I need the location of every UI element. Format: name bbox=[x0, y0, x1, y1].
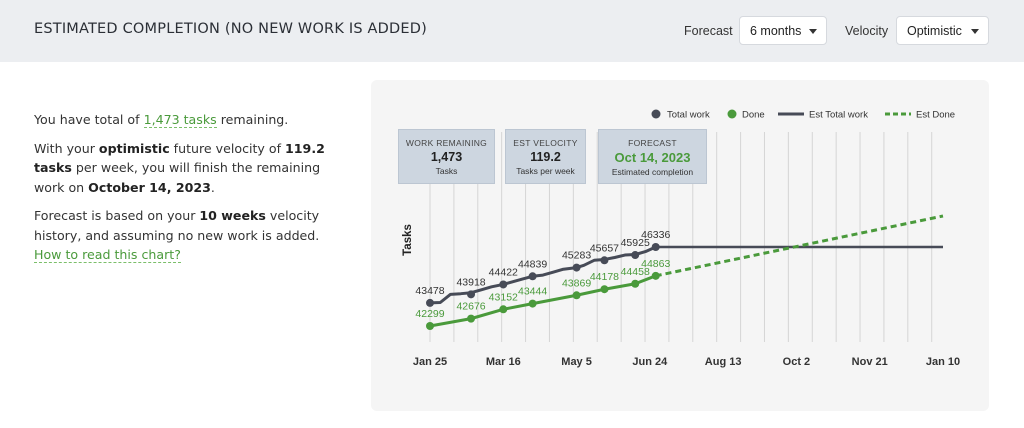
velocity-select[interactable]: Optimistic bbox=[896, 16, 989, 45]
data-label-total-work: 43478 bbox=[415, 285, 444, 297]
data-label-total-work: 43918 bbox=[456, 276, 485, 288]
data-point-total-work bbox=[426, 298, 434, 307]
data-label-total-work: 44839 bbox=[518, 258, 547, 270]
chart-panel: Jan 25 Mar 16 May 5 Jun 24 Aug 13 Oct 2 Nov 21… bbox=[371, 80, 989, 411]
data-point-total-work bbox=[467, 290, 476, 299]
data-point-total-work bbox=[528, 272, 537, 281]
kpi-work-remaining: WORK REMAINING 1,473 Tasks bbox=[398, 129, 495, 184]
data-point-total-work bbox=[572, 263, 581, 272]
forecast-select[interactable]: 6 months bbox=[739, 16, 827, 45]
data-label-done: 43152 bbox=[489, 291, 518, 303]
legend-label: Est Done bbox=[916, 110, 955, 121]
kpi-label: EST VELOCITY bbox=[513, 138, 578, 148]
x-tick-label: Jun 24 bbox=[632, 356, 668, 368]
x-tick-label: Jan 25 bbox=[413, 356, 447, 368]
text: per week, you will finish the remaining … bbox=[34, 160, 321, 195]
text: remaining. bbox=[216, 112, 289, 127]
page-title: ESTIMATED COMPLETION (NO NEW WORK IS ADD… bbox=[34, 21, 427, 37]
data-label-total-work: 46336 bbox=[641, 229, 670, 241]
velocity-mode: optimistic bbox=[98, 140, 170, 156]
x-tick-label: Aug 13 bbox=[705, 356, 742, 368]
kpi-sub: Tasks per week bbox=[516, 166, 575, 176]
x-tick-label: Mar 16 bbox=[486, 356, 521, 368]
velocity-select-value: Optimistic bbox=[907, 24, 962, 38]
data-point-done bbox=[600, 285, 609, 294]
legend-label: Est Total work bbox=[809, 110, 868, 121]
kpi-label: FORECAST bbox=[628, 138, 677, 148]
data-point-total-work bbox=[651, 243, 660, 251]
chevron-down-icon bbox=[971, 29, 979, 34]
remaining-tasks-link[interactable]: 1,473 tasks bbox=[143, 112, 217, 128]
kpi-est-velocity: EST VELOCITY 119.2 Tasks per week bbox=[505, 129, 586, 184]
summary-text: You have total of 1,473 tasks remaining.… bbox=[34, 110, 354, 274]
data-point-total-work bbox=[631, 251, 640, 260]
forecast-select-value: 6 months bbox=[750, 24, 802, 38]
data-label-done: 42299 bbox=[415, 308, 444, 320]
text: With your bbox=[34, 140, 99, 156]
data-label-total-work: 45657 bbox=[590, 242, 619, 254]
data-point-done bbox=[426, 322, 434, 330]
data-label-done: 43444 bbox=[518, 286, 547, 298]
data-label-done: 42676 bbox=[456, 301, 485, 313]
kpi-sub: Tasks bbox=[435, 166, 458, 176]
y-axis-label: Tasks bbox=[402, 224, 414, 256]
x-tick-label: Jan 10 bbox=[926, 356, 960, 368]
finish-date: October 14, 2023 bbox=[88, 179, 211, 195]
legend-marker-done bbox=[727, 109, 737, 119]
kpi-value: 119.2 bbox=[530, 150, 561, 164]
data-point-done bbox=[631, 279, 640, 288]
history-sentence: Forecast is based on your 10 weeks veloc… bbox=[34, 206, 354, 265]
data-label-total-work: 44422 bbox=[489, 266, 518, 278]
data-point-done bbox=[651, 271, 660, 280]
data-point-done bbox=[528, 299, 537, 308]
kpi-label: WORK REMAINING bbox=[405, 138, 488, 148]
text: future velocity of bbox=[169, 140, 286, 156]
velocity-sentence: With your optimistic future velocity of … bbox=[34, 139, 354, 198]
forecast-label: Forecast bbox=[684, 24, 733, 38]
legend-marker-total bbox=[651, 109, 661, 119]
series-line-done bbox=[429, 274, 657, 328]
kpi-value: Oct 14, 2023 bbox=[614, 150, 691, 165]
x-tick-label: Oct 2 bbox=[783, 356, 811, 368]
series-line-est-done bbox=[655, 214, 944, 278]
text: . bbox=[210, 179, 215, 195]
how-to-read-link[interactable]: How to read this chart? bbox=[34, 247, 181, 263]
text: Forecast is based on your bbox=[34, 208, 200, 223]
data-point-total-work bbox=[499, 280, 508, 289]
text: velocity history, and assuming no new wo… bbox=[34, 208, 320, 243]
kpi-forecast: FORECAST Oct 14, 2023 Estimated completi… bbox=[598, 129, 707, 184]
velocity-label: Velocity bbox=[845, 24, 889, 38]
data-label-done: 44178 bbox=[590, 271, 619, 283]
history-weeks: 10 weeks bbox=[199, 208, 266, 223]
data-point-done bbox=[572, 291, 581, 300]
data-label-total-work: 45925 bbox=[621, 237, 650, 249]
data-label-total-work: 45283 bbox=[562, 250, 591, 262]
data-point-done bbox=[467, 314, 476, 323]
data-label-done: 44458 bbox=[621, 266, 650, 278]
data-label-done: 44863 bbox=[641, 258, 670, 270]
x-tick-label: May 5 bbox=[561, 356, 592, 368]
text: You have total of bbox=[34, 112, 144, 127]
remaining-sentence: You have total of 1,473 tasks remaining. bbox=[34, 110, 354, 130]
data-label-done: 43869 bbox=[562, 277, 591, 289]
kpi-value: 1,473 bbox=[430, 150, 463, 164]
legend-label: Done bbox=[742, 110, 765, 121]
velocity-value: 119.2 tasks bbox=[34, 140, 325, 176]
header-bar: ESTIMATED COMPLETION (NO NEW WORK IS ADD… bbox=[0, 0, 1024, 62]
data-point-done bbox=[499, 305, 508, 314]
data-point-total-work bbox=[600, 256, 609, 265]
chevron-down-icon bbox=[809, 29, 817, 34]
legend-label: Total work bbox=[667, 110, 710, 121]
x-tick-label: Nov 21 bbox=[852, 356, 888, 368]
kpi-sub: Estimated completion bbox=[611, 167, 694, 177]
